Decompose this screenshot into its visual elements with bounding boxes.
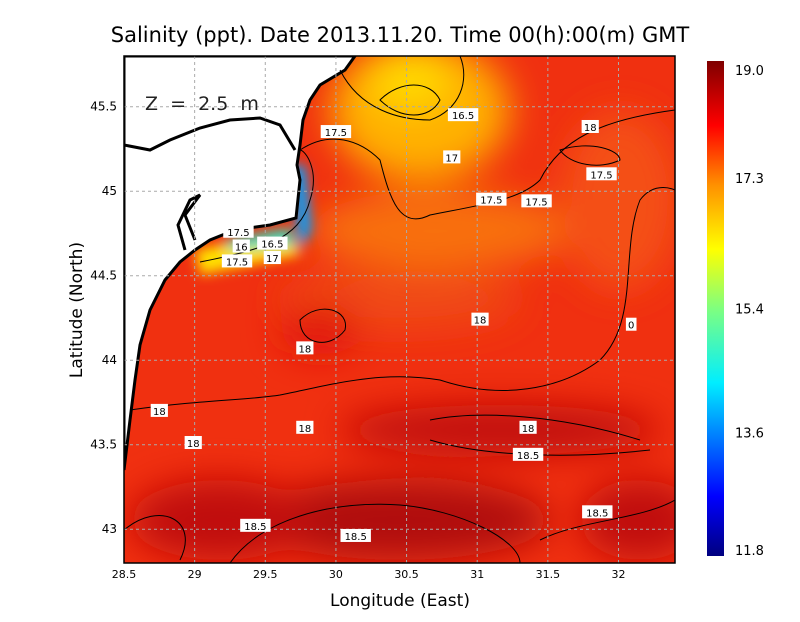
colorbar-tick-label: 11.8 bbox=[735, 544, 764, 559]
y-tick-label: 45.5 bbox=[90, 100, 117, 114]
plot-frame bbox=[123, 55, 676, 564]
x-tick-label: 30 bbox=[329, 568, 343, 581]
contour-label: 17.5 bbox=[320, 125, 352, 139]
contour-label: 17.5 bbox=[221, 254, 253, 268]
x-tick-label: 31.5 bbox=[536, 568, 561, 581]
y-tick-label: 43 bbox=[102, 522, 117, 536]
colorbar-tick-label: 19.0 bbox=[735, 64, 764, 79]
contour-label: 16.5 bbox=[447, 108, 479, 122]
colorbar bbox=[707, 61, 724, 556]
x-tick-labels: 28.5 29 29.5 30 30.5 31 31.5 32 bbox=[112, 568, 626, 581]
contour-lines bbox=[124, 56, 675, 563]
svg-text:18: 18 bbox=[153, 407, 166, 418]
x-tick-label: 30.5 bbox=[394, 568, 419, 581]
colorbar-tick-label: 15.4 bbox=[735, 303, 764, 318]
grid-lines bbox=[124, 56, 675, 563]
svg-text:17.5: 17.5 bbox=[226, 257, 248, 268]
x-tick-label: 29 bbox=[188, 568, 202, 581]
svg-text:17: 17 bbox=[445, 153, 458, 164]
svg-text:0: 0 bbox=[628, 321, 634, 332]
contour-label: 18.5 bbox=[240, 518, 271, 533]
contour-label: 16.5 bbox=[257, 236, 288, 251]
y-tick-labels: 43 43.5 44 44.5 45 45.5 bbox=[90, 100, 117, 537]
svg-text:18: 18 bbox=[298, 424, 311, 435]
svg-text:18.5: 18.5 bbox=[586, 508, 608, 519]
coastline bbox=[176, 193, 202, 251]
contour-label: 17.5 bbox=[223, 224, 254, 239]
contour-label: 16 bbox=[232, 239, 250, 254]
svg-text:18: 18 bbox=[298, 344, 311, 355]
contour-label: 18 bbox=[296, 420, 314, 435]
depth-annotation: Z = 2.5 m bbox=[145, 93, 259, 115]
svg-text:18: 18 bbox=[474, 316, 487, 327]
contour-label: 18 bbox=[184, 436, 202, 450]
svg-text:18.5: 18.5 bbox=[244, 522, 266, 533]
contour-label: 17 bbox=[443, 150, 461, 164]
y-tick-label: 45 bbox=[102, 184, 117, 198]
contour-labels: 16.5 17.5 17 18 17.5 17.5 17.5 17.5 16 16.5 17.5 17… bbox=[150, 108, 637, 543]
contour-label: 18 bbox=[519, 420, 537, 435]
svg-text:18.5: 18.5 bbox=[517, 451, 539, 462]
y-axis-label: Latitude (North) bbox=[67, 242, 87, 378]
contour-label: 18.5 bbox=[582, 505, 613, 519]
colorbar-tick-labels: 19.0 17.3 15.4 13.6 11.8 bbox=[735, 64, 764, 559]
svg-text:17.5: 17.5 bbox=[525, 197, 547, 208]
x-tick-label: 32 bbox=[611, 568, 625, 581]
y-tick-label: 44 bbox=[102, 353, 117, 367]
contour-label: 17.5 bbox=[521, 194, 552, 208]
svg-text:18: 18 bbox=[187, 439, 200, 450]
svg-text:16: 16 bbox=[235, 243, 248, 254]
svg-text:17: 17 bbox=[266, 254, 279, 265]
coastline bbox=[124, 116, 297, 152]
contour-label: 18.5 bbox=[340, 528, 371, 543]
colorbar-tick-label: 13.6 bbox=[735, 426, 764, 441]
svg-text:17.5: 17.5 bbox=[590, 170, 612, 181]
svg-text:18: 18 bbox=[584, 123, 597, 134]
svg-text:18.5: 18.5 bbox=[345, 532, 367, 543]
contour-label: 18 bbox=[471, 312, 489, 327]
contour-label: 17 bbox=[263, 251, 281, 265]
chart-title: Salinity (ppt). Date 2013.11.20. Time 00… bbox=[111, 23, 690, 47]
contour-label: 18.5 bbox=[512, 447, 544, 462]
contour-label: 18 bbox=[296, 341, 314, 355]
y-tick-label: 44.5 bbox=[90, 269, 117, 283]
x-tick-label: 31 bbox=[470, 568, 484, 581]
svg-text:17.5: 17.5 bbox=[227, 228, 249, 239]
svg-text:16.5: 16.5 bbox=[452, 111, 474, 122]
svg-text:16.5: 16.5 bbox=[261, 240, 283, 251]
x-tick-label: 29.5 bbox=[253, 568, 278, 581]
x-axis-label: Longitude (East) bbox=[330, 591, 470, 611]
salinity-field bbox=[124, 56, 675, 563]
contour-label: 17.5 bbox=[476, 192, 507, 207]
svg-text:18: 18 bbox=[522, 424, 535, 435]
contour-label: 18 bbox=[150, 403, 168, 418]
contour-label: 0 bbox=[625, 317, 637, 332]
contour-label: 17.5 bbox=[586, 167, 617, 181]
contour-label: 18 bbox=[581, 119, 599, 134]
colorbar-tick-label: 17.3 bbox=[735, 172, 764, 187]
y-tick-label: 43.5 bbox=[90, 438, 117, 452]
svg-text:17.5: 17.5 bbox=[480, 196, 502, 207]
x-tick-label: 28.5 bbox=[112, 568, 137, 581]
svg-text:17.5: 17.5 bbox=[325, 128, 347, 139]
